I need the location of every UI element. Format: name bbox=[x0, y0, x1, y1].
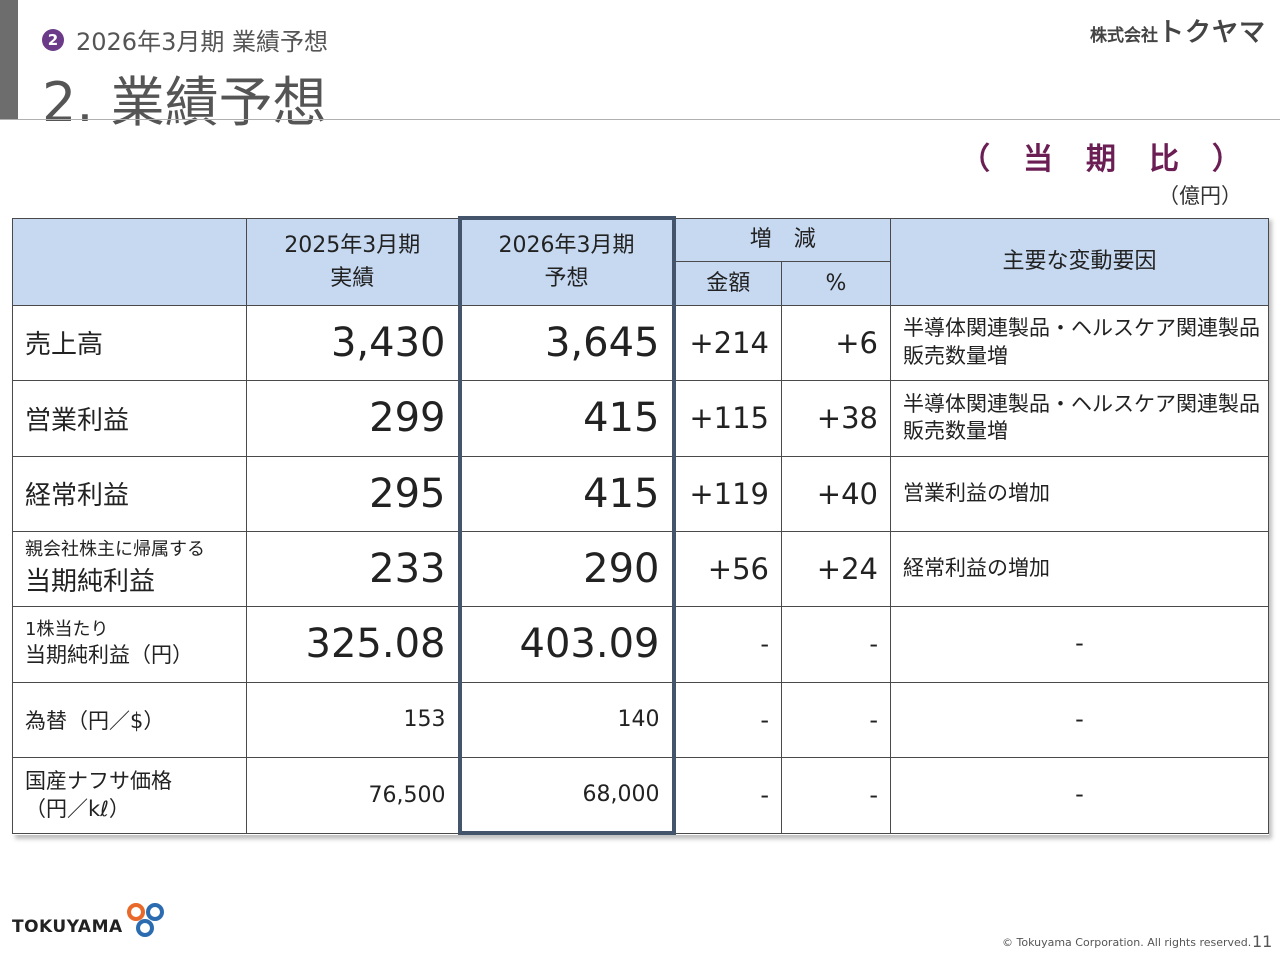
change-reason: 営業利益の増加 bbox=[890, 455, 1269, 532]
change-reason: - bbox=[890, 681, 1269, 758]
header-blank-cell bbox=[12, 217, 247, 306]
change-percent: +24 bbox=[781, 530, 891, 607]
actual-value: 233 bbox=[246, 530, 460, 607]
change-reason-line: 半導体関連製品・ヘルスケア関連製品 bbox=[903, 391, 1260, 416]
actual-value: 76,500 bbox=[246, 756, 460, 834]
change-percent: +40 bbox=[781, 455, 891, 532]
unit-label: （億円） bbox=[1158, 184, 1242, 208]
comparison-basis-char: ） bbox=[1212, 142, 1242, 177]
row-label: 売上高 bbox=[12, 304, 247, 381]
change-percent: - bbox=[781, 605, 891, 683]
page-number: 11 bbox=[1252, 932, 1273, 951]
comparison-basis-char: 比 bbox=[1149, 142, 1179, 177]
forecast-table: 2025年3月期 実績 2026年3月期 予想 増 減 主要な変動要因 金額 %… bbox=[12, 216, 1269, 835]
header-forecast: 2026年3月期 予想 bbox=[457, 216, 676, 306]
forecast-value: 140 bbox=[457, 681, 676, 758]
row-label: 営業利益 bbox=[12, 379, 247, 457]
row-label: 1株当たり 当期純利益（円） bbox=[12, 605, 247, 683]
header-divider bbox=[0, 119, 1280, 120]
change-reason: - bbox=[890, 756, 1269, 834]
table-row: 売上高 3,430 3,645 +214 +6 半導体関連製品・ヘルスケア関連製… bbox=[12, 304, 1269, 381]
row-label-unit: （円／kℓ） bbox=[25, 797, 130, 821]
header-actual: 2025年3月期 実績 bbox=[246, 217, 460, 306]
page-title: 2. 業績予想 bbox=[42, 71, 327, 134]
comparison-basis-label: （ 当 期 比 ） bbox=[960, 134, 1242, 178]
row-label: 為替（円／$） bbox=[12, 681, 247, 758]
table-row: 親会社株主に帰属する 当期純利益 233 290 +56 +24 経常利益の増加 bbox=[12, 530, 1269, 607]
table-row: 営業利益 299 415 +115 +38 半導体関連製品・ヘルスケア関連製品 … bbox=[12, 379, 1269, 457]
row-label: 経常利益 bbox=[12, 455, 247, 532]
change-reason-line: 販売数量増 bbox=[903, 343, 1008, 368]
change-amount: +56 bbox=[673, 530, 782, 607]
change-reason: 半導体関連製品・ヘルスケア関連製品 販売数量増 bbox=[890, 379, 1269, 457]
forecast-value: 3,645 bbox=[457, 304, 676, 381]
row-label: 親会社株主に帰属する 当期純利益 bbox=[12, 530, 247, 607]
change-amount: +115 bbox=[673, 379, 782, 457]
change-amount: - bbox=[673, 681, 782, 758]
row-label: 国産ナフサ価格 （円／kℓ） bbox=[12, 756, 247, 834]
section-subtitle: 2 2026年3月期 業績予想 bbox=[42, 22, 328, 57]
section-subtitle-text: 2026年3月期 業績予想 bbox=[76, 28, 328, 56]
forecast-value: 403.09 bbox=[457, 605, 676, 683]
change-reason-line: 販売数量増 bbox=[903, 419, 1008, 443]
change-percent: +6 bbox=[781, 304, 891, 381]
header-change: 増 減 bbox=[673, 217, 891, 262]
change-reason: - bbox=[890, 605, 1269, 683]
header-percent: % bbox=[781, 260, 891, 306]
header-forecast-period: 2026年3月期 bbox=[498, 233, 635, 259]
change-reason: 経常利益の増加 bbox=[890, 530, 1269, 607]
company-logo-prefix: 株式会社 bbox=[1089, 26, 1158, 46]
table-row: 1株当たり 当期純利益（円） 325.08 403.09 - - - bbox=[12, 605, 1269, 683]
header-forecast-type: 予想 bbox=[544, 266, 589, 292]
copyright-notice: © Tokuyama Corporation. All rights reser… bbox=[1002, 936, 1252, 949]
header-factors: 主要な変動要因 bbox=[890, 217, 1269, 306]
change-reason-line: 半導体関連製品・ヘルスケア関連製品 bbox=[903, 316, 1260, 341]
row-label-qualifier: 親会社株主に帰属する bbox=[25, 539, 205, 561]
row-label-main: 当期純利益（円） bbox=[25, 642, 193, 667]
comparison-basis-char: 期 bbox=[1086, 142, 1116, 177]
actual-value: 299 bbox=[246, 379, 460, 457]
change-amount: - bbox=[673, 605, 782, 683]
header-actual-period: 2025年3月期 bbox=[284, 232, 421, 258]
row-label-qualifier: 1株当たり bbox=[25, 619, 109, 641]
table-row: 国産ナフサ価格 （円／kℓ） 76,500 68,000 - - - bbox=[12, 756, 1269, 835]
company-logo: 株式会社 トクヤマ bbox=[1090, 12, 1266, 49]
header-amount: 金額 bbox=[673, 260, 782, 306]
title-side-bar bbox=[0, 0, 18, 120]
comparison-basis-char: 当 bbox=[1023, 142, 1053, 177]
actual-value: 153 bbox=[246, 681, 460, 758]
change-percent: - bbox=[781, 681, 891, 758]
change-amount: +119 bbox=[673, 455, 782, 532]
forecast-value: 290 bbox=[457, 530, 676, 607]
company-logo-name: トクヤマ bbox=[1157, 18, 1266, 48]
actual-value: 295 bbox=[246, 455, 460, 532]
table-row: 経常利益 295 415 +119 +40 営業利益の増加 bbox=[12, 455, 1269, 532]
actual-value: 325.08 bbox=[246, 605, 460, 683]
change-percent: +38 bbox=[781, 379, 891, 457]
change-reason: 半導体関連製品・ヘルスケア関連製品 販売数量増 bbox=[890, 304, 1269, 381]
forecast-value: 68,000 bbox=[457, 756, 676, 835]
forecast-value: 415 bbox=[457, 379, 676, 457]
forecast-value: 415 bbox=[457, 455, 676, 532]
change-amount: - bbox=[673, 756, 782, 834]
row-label-main: 国産ナフサ価格 bbox=[25, 768, 172, 793]
table-row: 為替（円／$） 153 140 - - - bbox=[12, 681, 1269, 758]
change-percent: - bbox=[781, 756, 891, 834]
footer-logo: TOKUYAMA bbox=[12, 903, 167, 940]
tokuyama-rings-icon bbox=[126, 903, 164, 937]
actual-value: 3,430 bbox=[246, 304, 460, 381]
change-amount: +214 bbox=[673, 304, 782, 381]
header-actual-type: 実績 bbox=[330, 265, 375, 291]
row-label-main: 当期純利益 bbox=[25, 566, 156, 597]
section-number-badge: 2 bbox=[42, 28, 64, 51]
comparison-basis-char: （ bbox=[960, 142, 990, 177]
footer-logo-text: TOKUYAMA bbox=[12, 917, 123, 937]
